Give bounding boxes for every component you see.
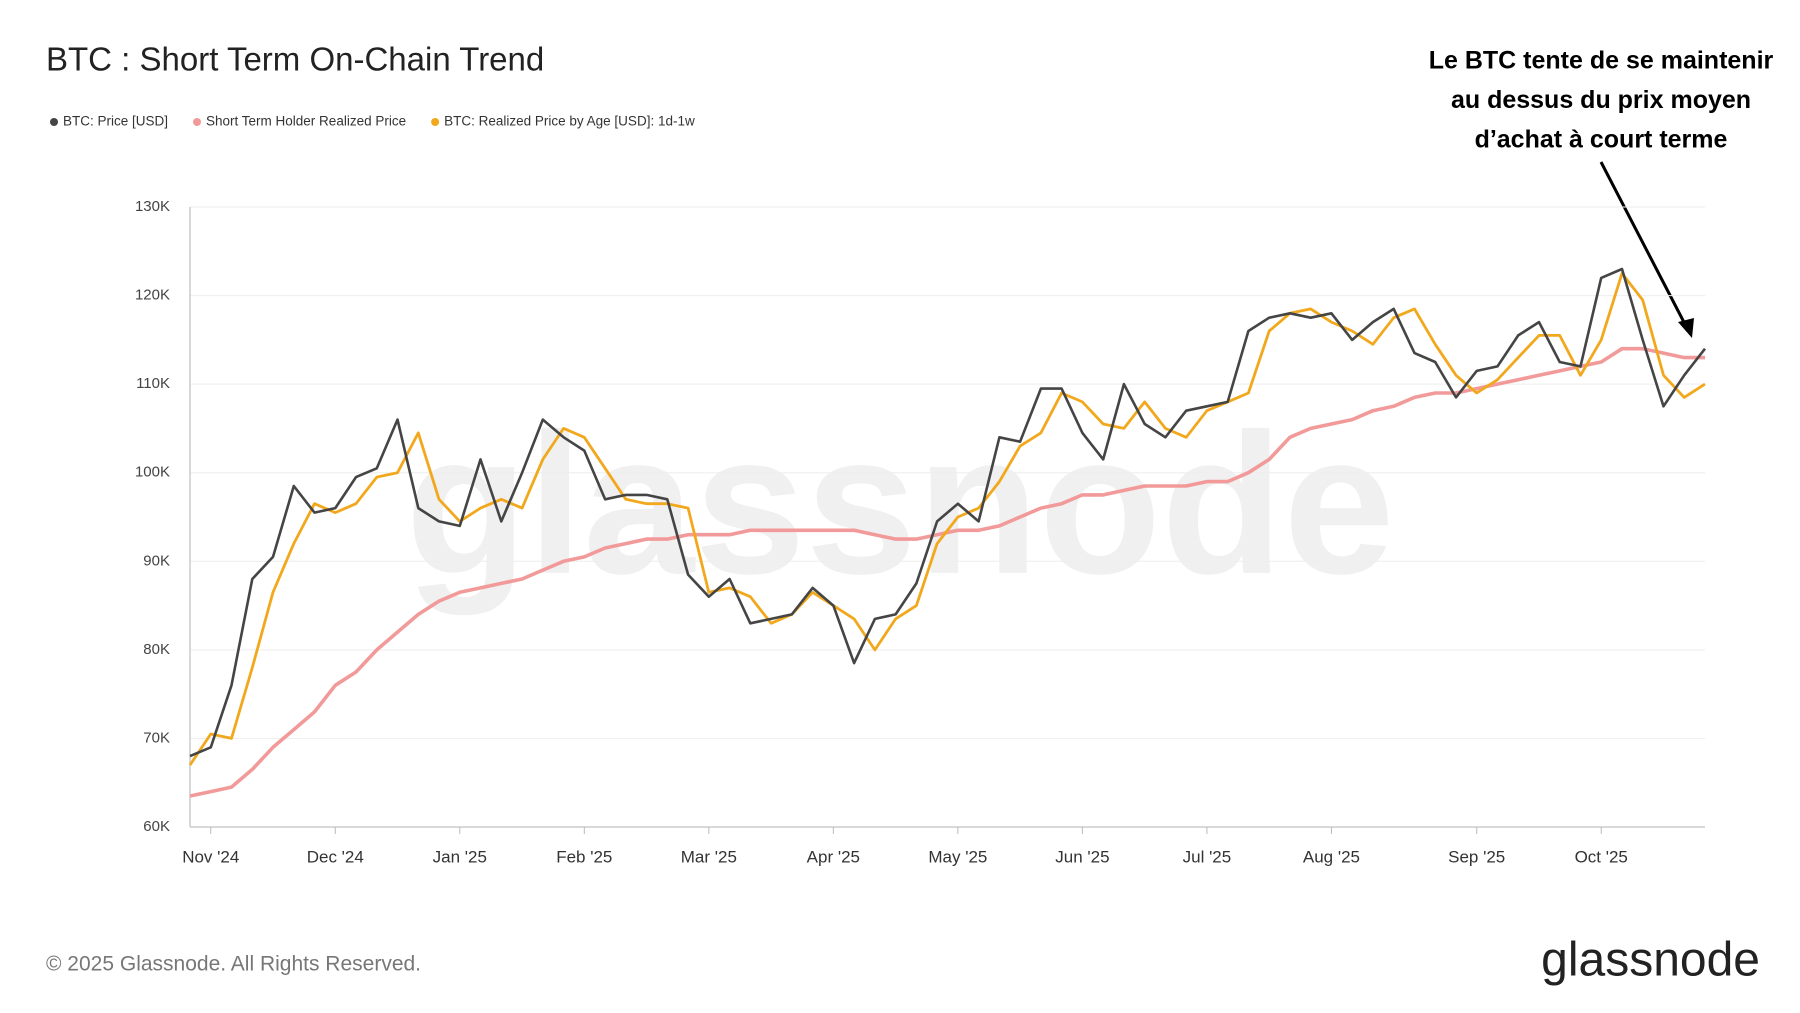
- x-tick-label: Apr '25: [807, 847, 860, 866]
- y-tick-label: 110K: [136, 375, 170, 392]
- logo: glassnode: [1541, 934, 1760, 987]
- y-tick-label: 80K: [143, 641, 170, 658]
- annotation-line: d’achat à court terme: [1475, 126, 1728, 154]
- legend-marker: [431, 118, 440, 126]
- watermark: glassnode: [405, 393, 1394, 616]
- x-tick-label: Oct '25: [1575, 847, 1628, 866]
- y-tick-label: 120K: [135, 287, 170, 304]
- x-tick-label: May '25: [928, 847, 987, 866]
- x-tick-label: Sep '25: [1448, 847, 1505, 866]
- annotation-arrow: [1599, 161, 1690, 331]
- legend-marker: [193, 118, 202, 126]
- annotation-line: Le BTC tente de se maintenir: [1429, 47, 1774, 75]
- x-tick-label: Mar '25: [681, 847, 737, 866]
- legend-label: BTC: Price [USD]: [63, 114, 168, 129]
- y-tick-label: 70K: [143, 729, 170, 746]
- copyright: © 2025 Glassnode. All Rights Reserved.: [46, 953, 421, 976]
- x-tick-label: Jan '25: [433, 847, 487, 866]
- y-tick-label: 130K: [135, 198, 170, 215]
- x-tick-label: Jun '25: [1055, 847, 1109, 866]
- legend-label: BTC: Realized Price by Age [USD]: 1d-1w: [444, 114, 695, 129]
- arrow-head: [1678, 318, 1694, 338]
- series-line: [189, 267, 1707, 758]
- annotation: Le BTC tente de se maintenir au dessus du…: [1429, 47, 1774, 154]
- y-tick-label: 90K: [143, 552, 170, 569]
- series-line: [188, 272, 1706, 766]
- x-tick-label: Nov '24: [182, 847, 239, 866]
- x-tick-label: Feb '25: [556, 847, 612, 866]
- legend-marker: [50, 118, 58, 126]
- y-tick-label: 60K: [143, 818, 170, 835]
- x-tick-label: Jul '25: [1183, 847, 1232, 866]
- x-tick-label: Aug '25: [1303, 847, 1360, 866]
- annotation-line: au dessus du prix moyen: [1451, 86, 1751, 114]
- chart-title: BTC : Short Term On-Chain Trend: [46, 41, 544, 78]
- x-tick-label: Dec '24: [307, 847, 364, 866]
- legend-label: Short Term Holder Realized Price: [206, 114, 406, 129]
- legend: BTC: Price [USD] Short Term Holder Realiz…: [50, 114, 695, 129]
- y-tick-label: 100K: [135, 464, 170, 481]
